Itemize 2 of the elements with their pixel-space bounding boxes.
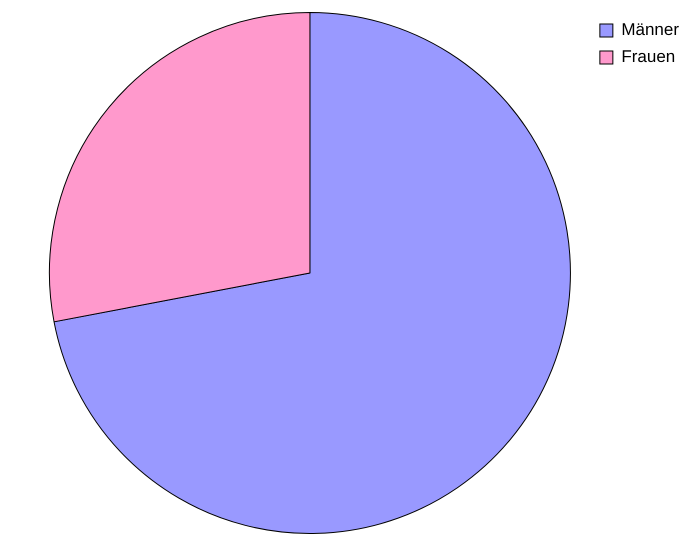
- legend-label: Männer: [621, 20, 680, 40]
- legend-label: Frauen: [621, 47, 676, 66]
